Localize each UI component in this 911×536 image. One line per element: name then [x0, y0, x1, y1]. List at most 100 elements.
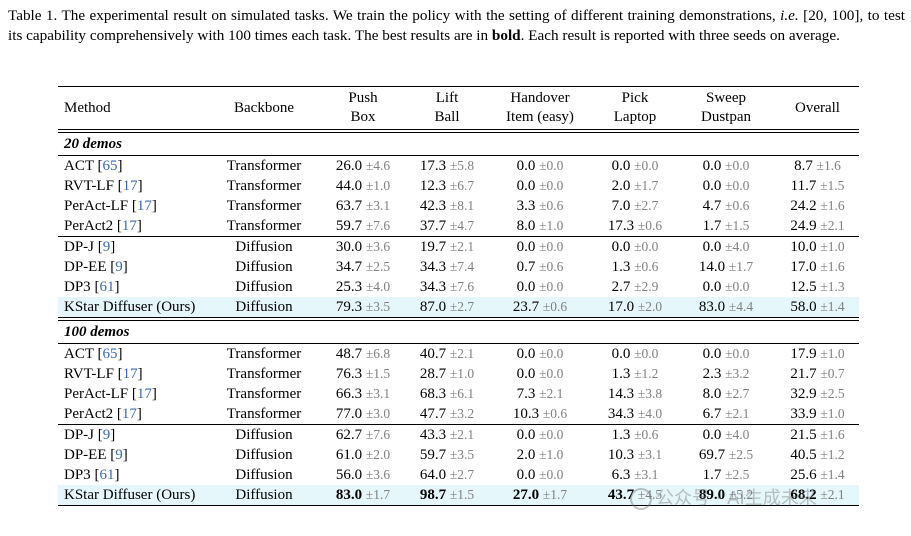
score-cell: 4.7 ±0.6 — [676, 196, 776, 216]
score-value: 10.0 — [790, 239, 817, 255]
citation-link[interactable]: 61 — [99, 278, 115, 295]
score-cell: 11.7 ±1.5 — [776, 176, 859, 196]
score-cell: 0.0 ±0.0 — [486, 424, 594, 445]
score-value: 24.9 — [790, 218, 817, 234]
score-std: ±2.5 — [820, 386, 845, 401]
score-value: 62.7 — [335, 427, 363, 443]
section-title-row: 20 demos — [58, 133, 859, 156]
score-value: 2.0 — [611, 178, 631, 194]
score-cell: 44.0 ±1.0 — [318, 176, 408, 196]
header-row: Method Backbone Push Box Lift Ball Handove… — [58, 87, 859, 129]
score-cell: 34.7 ±2.5 — [318, 257, 408, 277]
citation-link[interactable]: 9 — [115, 258, 123, 275]
caption-ie: i.e. — [780, 7, 799, 24]
score-std: ±0.0 — [539, 158, 564, 173]
method-cell: ACT [65] — [58, 155, 210, 176]
citation-link[interactable]: 17 — [122, 177, 138, 194]
score-cell: 98.7 ±1.5 — [408, 485, 486, 505]
citation-link[interactable]: 61 — [99, 466, 115, 483]
score-std: ±4.0 — [725, 427, 750, 442]
score-std: ±6.7 — [449, 178, 475, 193]
caption-text-3: . Each result is reported with three see… — [520, 26, 840, 44]
score-value: 68.3 — [419, 386, 447, 402]
score-std: ±4.6 — [365, 158, 391, 173]
score-cell: 2.0 ±1.7 — [594, 176, 676, 196]
citation-link[interactable]: 17 — [136, 385, 152, 402]
caption-text-1: Table 1. The experimental result on simu… — [8, 7, 781, 24]
score-value: 1.7 — [702, 467, 722, 483]
score-std: ±4.0 — [365, 279, 391, 294]
score-value: 0.0 — [611, 239, 631, 255]
score-std: ±2.7 — [449, 467, 475, 482]
score-std: ±1.0 — [539, 218, 564, 233]
score-cell: 21.5 ±1.6 — [776, 424, 859, 445]
score-cell: 12.3 ±6.7 — [408, 176, 486, 196]
score-cell: 0.0 ±0.0 — [594, 343, 676, 364]
score-std: ±3.5 — [449, 447, 475, 462]
table-row: PerAct-LF [17] Transformer 63.7 ±3.1 42.3 ±… — [58, 196, 859, 216]
score-value: 1.3 — [611, 427, 631, 443]
method-name: DP-EE — [64, 258, 107, 275]
backbone-cell: Transformer — [226, 217, 302, 234]
citation-link[interactable]: 65 — [102, 157, 118, 174]
section-double-rule — [58, 317, 859, 321]
score-cell: 0.0 ±0.0 — [594, 236, 676, 257]
method-name: RVT-LF — [64, 177, 114, 194]
score-std: ±2.1 — [820, 218, 845, 233]
method-name: DP3 — [64, 278, 91, 295]
score-std: ±0.0 — [539, 467, 564, 482]
table-row: PerAct2 [17] Transformer 77.0 ±3.0 47.7 ±3.… — [58, 404, 859, 425]
score-value: 59.7 — [419, 447, 447, 463]
score-value: 89.0 — [698, 487, 726, 503]
citation-link[interactable]: 17 — [136, 197, 152, 214]
citation-link[interactable]: 9 — [102, 426, 111, 443]
backbone-cell: Diffusion — [235, 446, 293, 463]
citation-link[interactable]: 9 — [102, 238, 111, 255]
citation-link[interactable]: 17 — [122, 365, 138, 382]
score-std: ±7.6 — [365, 218, 391, 233]
citation-link[interactable]: 17 — [121, 405, 137, 422]
score-value: 68.2 — [790, 487, 817, 503]
score-std: ±1.6 — [820, 198, 845, 213]
score-value: 42.3 — [419, 198, 447, 214]
score-std: ±1.5 — [820, 178, 845, 193]
score-cell: 62.7 ±7.6 — [318, 424, 408, 445]
table-row: KStar Diffuser (Ours) Diffusion 83.0 ±1.7 9… — [58, 485, 859, 505]
score-value: 33.9 — [790, 406, 817, 422]
score-std: ±0.0 — [725, 178, 750, 193]
header-push-box: Push Box — [348, 90, 378, 125]
score-std: ±2.1 — [449, 239, 475, 254]
score-std: ±4.0 — [725, 239, 750, 254]
score-cell: 76.3 ±1.5 — [318, 364, 408, 384]
score-std: ±3.1 — [634, 467, 659, 482]
citation-link[interactable]: 65 — [102, 345, 118, 362]
score-cell: 87.0 ±2.7 — [408, 297, 486, 317]
method-cell: DP-EE [9] — [64, 446, 128, 463]
score-cell: 12.5 ±1.3 — [776, 277, 859, 297]
score-std: ±3.1 — [637, 447, 663, 462]
citation-link[interactable]: 9 — [115, 446, 123, 463]
score-value: 10.3 — [607, 447, 635, 463]
score-std: ±6.1 — [449, 386, 475, 401]
method-cell: ACT [65] — [58, 343, 210, 364]
score-value: 24.2 — [790, 198, 817, 214]
score-std: ±0.6 — [542, 406, 568, 421]
score-value: 48.7 — [335, 346, 363, 362]
score-cell: 34.3 ±4.0 — [594, 404, 676, 425]
table-row: PerAct-LF [17] Transformer 66.3 ±3.1 68.3 ±… — [58, 384, 859, 404]
score-value: 83.0 — [335, 487, 363, 503]
score-std: ±2.9 — [634, 279, 659, 294]
score-value: 19.7 — [419, 239, 447, 255]
method-cell: PerAct-LF [17] — [64, 385, 157, 402]
score-value: 11.7 — [790, 178, 817, 194]
score-value: 0.7 — [516, 259, 536, 275]
score-cell: 66.3 ±3.1 — [318, 384, 408, 404]
backbone-cell: Diffusion — [210, 297, 318, 317]
score-value: 0.0 — [516, 178, 536, 194]
score-value: 37.7 — [419, 218, 447, 234]
score-cell: 10.3 ±3.1 — [594, 445, 676, 465]
score-cell: 58.0 ±1.4 — [776, 297, 859, 317]
backbone-cell: Transformer — [226, 405, 302, 422]
citation-link[interactable]: 17 — [121, 217, 137, 234]
score-cell: 48.7 ±6.8 — [318, 343, 408, 364]
